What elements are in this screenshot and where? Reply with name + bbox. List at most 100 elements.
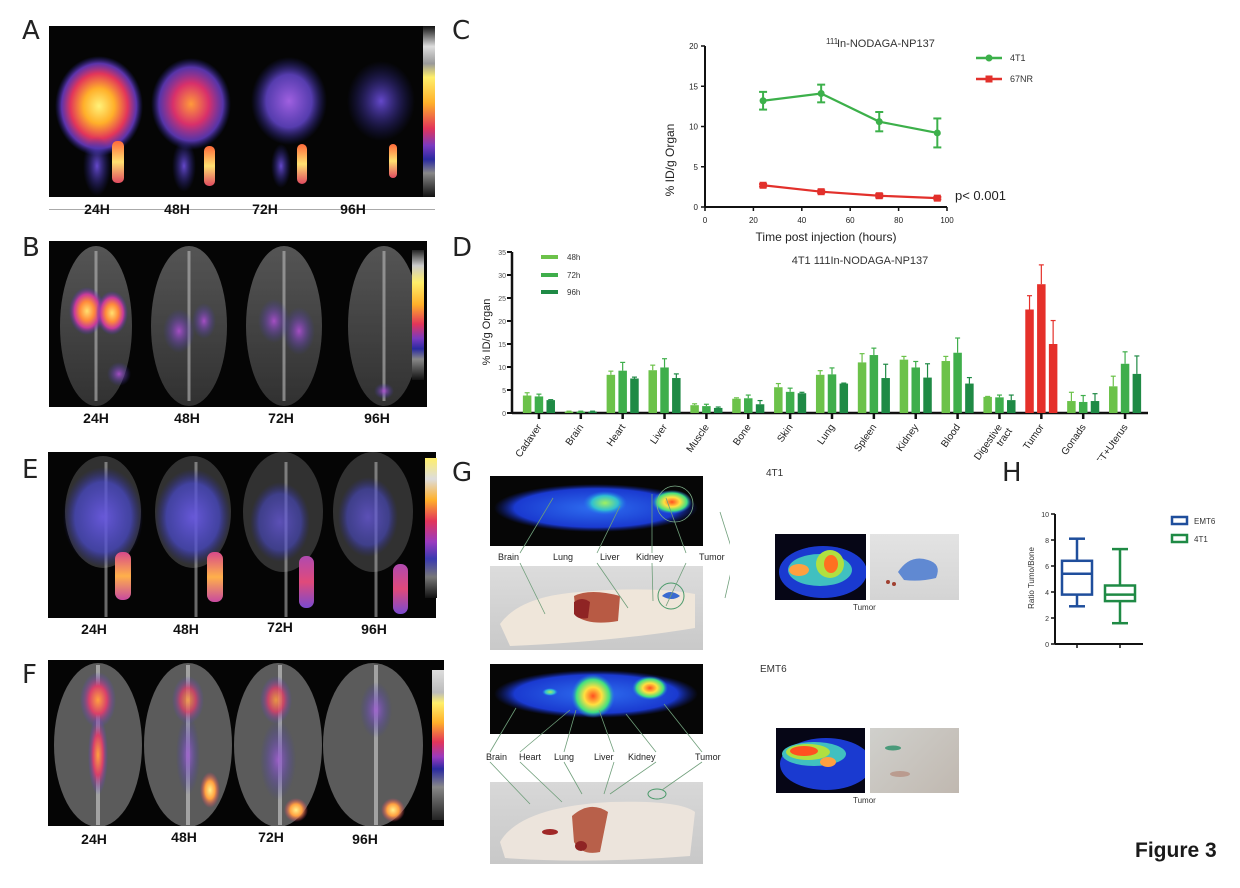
panel-letter-h: H: [1002, 458, 1022, 488]
chart-h-ylabel: Ratio Tumo/Bone: [1027, 547, 1036, 609]
data-point-4t1: [759, 97, 767, 105]
chart-d-xtick-label: Brain: [564, 422, 586, 447]
g-emt6-label-liver: Liver: [594, 752, 614, 762]
chart-d-ytick-label: 10: [498, 365, 506, 372]
panel-a-time-48h: 48H: [164, 201, 190, 217]
g-4t1-tumor-caption: Tumor: [853, 603, 876, 612]
chart-c-xtick-label: 40: [797, 216, 806, 225]
chart-c-ytick-label: 20: [689, 42, 698, 51]
bar-72h-tumor: [1037, 284, 1046, 413]
scan-48h: [151, 58, 231, 192]
scan-96h: [360, 682, 392, 738]
scan-48h: [163, 309, 195, 353]
chart-h-legend: EMT6 4T1: [1170, 515, 1216, 544]
bar-96h-muscle: [713, 407, 723, 413]
chart-d-ytick-label: 0: [502, 411, 506, 418]
chart-h-ytick-label: 6: [1045, 564, 1049, 571]
g-emt6-label-kidney: Kidney: [628, 752, 656, 762]
chart-d-xtick-label: FT+Uterus: [1094, 422, 1130, 460]
bar-48h-muscle: [690, 405, 699, 413]
bar-48h-kidney: [899, 359, 909, 413]
panel-f-colorbar: [432, 670, 444, 820]
g-4t1-label-kidney: Kidney: [636, 552, 664, 562]
panel-a-colorbar: [423, 26, 435, 197]
bar-72h-kidney: [911, 367, 920, 413]
data-point-67nr: [759, 181, 767, 189]
data-point-4t1: [817, 89, 825, 97]
chart-c: 111 In-NODAGA-NP137 % ID/g Organ Time po…: [663, 37, 1034, 244]
chart-d-xtick-label: Skin: [775, 422, 795, 444]
bar-72h-liver: [660, 367, 669, 413]
chart-d-ytick-label: 20: [498, 319, 506, 326]
chart-h-ytick-label: 10: [1041, 512, 1049, 519]
chart-d: 4T1 111In-NODAGA-NP137 % ID/g Organ 0 5 10…: [481, 250, 1148, 460]
g-emt6-tumor-photo: [870, 728, 959, 793]
g-4t1-title: 4T1: [766, 468, 784, 479]
panel-b-time-48h: 48H: [174, 410, 200, 426]
g-emt6-title: EMT6: [760, 664, 787, 675]
scan-24h: [63, 467, 143, 567]
panel-b-image: [49, 241, 427, 407]
series-line-67nr: [762, 184, 938, 200]
panel-f-image: [48, 660, 444, 826]
bar-96h-brain: [588, 411, 597, 413]
panel-f-time-24h: 24H: [81, 831, 107, 847]
chart-d-xtick-label: Bone: [731, 422, 754, 448]
bar-72h-heart: [618, 370, 627, 413]
panel-letter-c: C: [452, 16, 471, 46]
chart-c-ytick-label: 5: [694, 163, 699, 172]
chart-c-xtick-label: 20: [749, 216, 758, 225]
g-4t1-tumor-photo: [870, 534, 959, 600]
panel-a-time-96h: 96H: [340, 201, 366, 217]
panel-letter-e: E: [22, 455, 39, 485]
scan-48h: [155, 469, 231, 565]
g-4t1-scan: [490, 476, 703, 546]
bar-48h-brain: [564, 411, 574, 413]
bar-96h-gonads: [1090, 401, 1100, 413]
box-emt6: [1060, 559, 1094, 596]
scan-72h: [250, 482, 310, 562]
scan-96h: [374, 383, 394, 399]
chart-d-ytick-label: 35: [498, 250, 506, 257]
chart-d-xtick-label: Blood: [939, 422, 963, 449]
data-point-67nr: [875, 192, 883, 200]
panel-a-image: [49, 26, 435, 197]
chart-d-xtick-label: Kidney: [895, 422, 922, 453]
panel-a-time-24h: 24H: [84, 201, 110, 217]
bar-48h-blood: [941, 361, 951, 413]
chart-d-xtick-label: Liver: [649, 422, 671, 447]
bar-72h-skin: [785, 391, 795, 413]
figure-label: Figure 3: [1135, 839, 1217, 862]
bar-96h-heart: [630, 378, 639, 413]
chart-c-legend: 4T1 67NR: [976, 53, 1034, 84]
box-4t1: [1103, 584, 1137, 603]
chart-c-xtick-label: 100: [940, 216, 954, 225]
chart-c-pvalue: p< 0.001: [955, 188, 1006, 203]
chart-d-legend: 48h 72h 96h: [541, 253, 580, 297]
scan-96h: [347, 61, 415, 178]
g-4t1-label-lung: Lung: [553, 552, 574, 562]
chart-c-ytick-label: 10: [689, 123, 698, 132]
chart-c-ylabel: % ID/g Organ: [663, 124, 677, 197]
legend-swatch-emt6: [1170, 515, 1189, 526]
g-emt6-label-lung: Lung: [554, 752, 575, 762]
bar-96h-cadaver: [546, 400, 555, 413]
panel-f-time-96h: 96H: [352, 831, 378, 847]
scan-48h: [172, 676, 204, 724]
legend-label-4t1: 4T1: [1194, 535, 1208, 544]
chart-d-ytick-label: 15: [498, 342, 506, 349]
bar-48h-cadaver: [522, 395, 532, 413]
panel-e-time-24h: 24H: [81, 621, 107, 637]
chart-c-xtick-label: 0: [703, 216, 708, 225]
legend-swatch-72h: [541, 273, 558, 277]
chart-c-xtick-label: 80: [894, 216, 903, 225]
scan-72h: [258, 299, 290, 343]
panel-a-time-72h: 72H: [252, 201, 278, 217]
bar-96h-tumor: [1048, 344, 1058, 413]
panel-a-baseline: [49, 209, 435, 210]
g-emt6-connectors: [489, 703, 703, 805]
g-4t1-tumor-scan: [775, 534, 866, 600]
g-emt6-tumor-scan: [776, 728, 865, 793]
panel-b-time-96h: 96H: [364, 410, 390, 426]
chart-d-xtick-label: Heart: [605, 422, 628, 449]
